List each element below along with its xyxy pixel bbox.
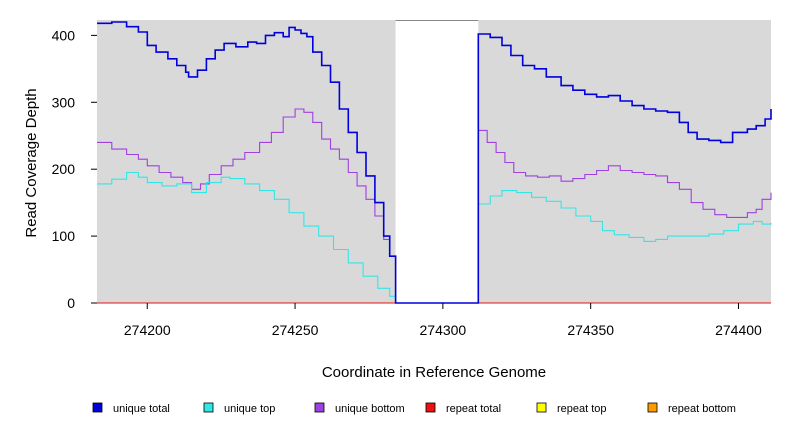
y-tick-label: 100 (52, 228, 76, 244)
excluded-region (395, 20, 479, 303)
legend-swatch (536, 402, 547, 413)
legend-swatch (92, 402, 103, 413)
y-tick-label: 200 (52, 161, 76, 177)
series-line-unique-total (97, 21, 772, 304)
legend-swatch (203, 402, 214, 413)
legend-label: unique top (224, 403, 275, 415)
x-tick-label: 274200 (124, 322, 171, 338)
y-tick-label: 400 (52, 27, 76, 43)
legend: unique total unique top unique bottom repea… (92, 402, 736, 415)
x-axis-title: Coordinate in Reference Genome (322, 364, 546, 381)
x-tick-label: 274350 (567, 322, 614, 338)
y-tick-label: 300 (52, 94, 76, 110)
legend-label: repeat total (446, 403, 501, 415)
legend-label: unique bottom (335, 403, 405, 415)
legend-label: repeat bottom (668, 403, 736, 415)
y-axis-title: Read Coverage Depth (23, 88, 40, 237)
axis-layer: 274200 274250 274300 274350 274400 0 100 200 300… (52, 27, 762, 338)
y-tick-label: 0 (67, 295, 75, 311)
series-layer (97, 21, 772, 304)
legend-label: repeat top (557, 403, 607, 415)
legend-swatch (647, 402, 658, 413)
legend-swatch (425, 402, 436, 413)
x-tick-label: 274250 (272, 322, 319, 338)
x-tick-label: 274300 (420, 322, 467, 338)
legend-label: unique total (113, 403, 170, 415)
legend-swatch (314, 402, 325, 413)
x-tick-label: 274400 (715, 322, 762, 338)
